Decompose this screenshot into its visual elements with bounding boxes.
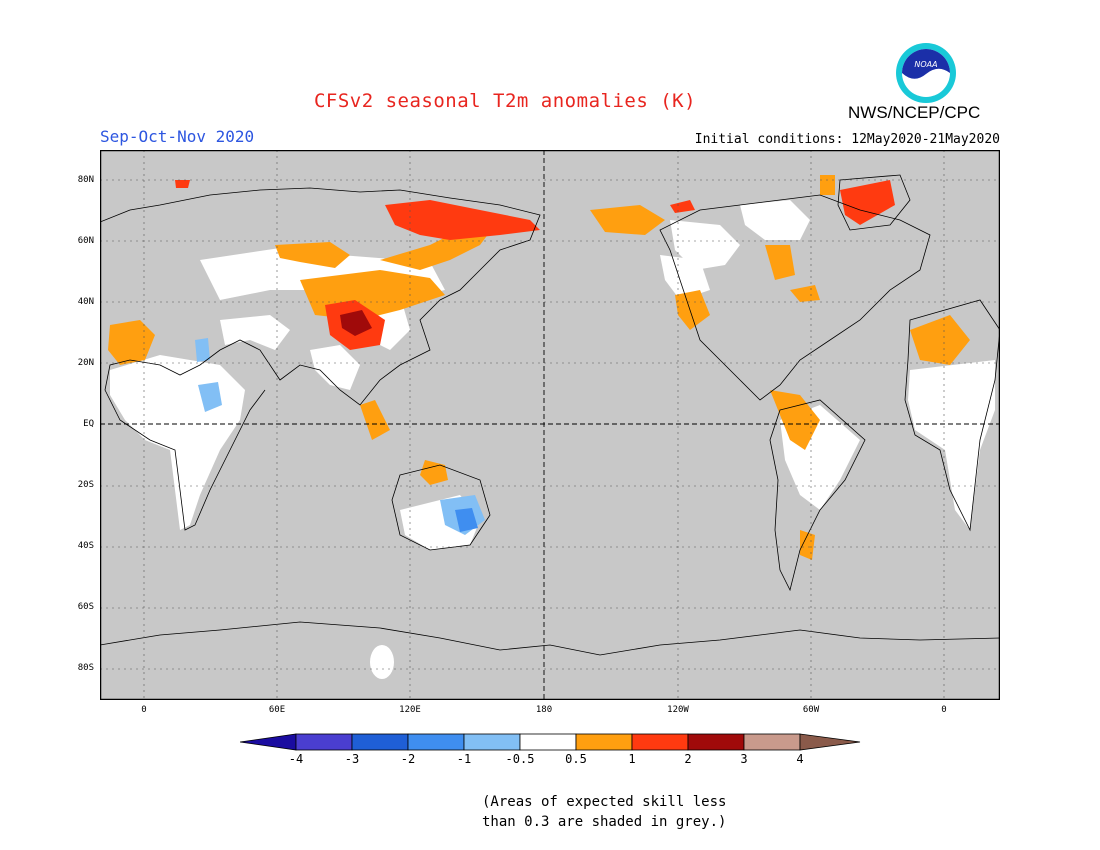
- colorbar: [240, 733, 861, 751]
- very-strong-warm-areas: [340, 310, 372, 336]
- skill-note-line: than 0.3 are shaded in grey.): [482, 814, 727, 830]
- lat-label-40s: 40S: [77, 541, 94, 551]
- gridlines: [100, 150, 1000, 700]
- colorbar-arrow-low: [240, 733, 297, 751]
- lat-label-40n: 40N: [77, 297, 94, 307]
- ocean-mask: [100, 150, 1000, 700]
- colorbar-bin: [463, 733, 521, 751]
- noaa-logo: NOAA: [896, 43, 956, 103]
- lon-label-0: 0: [141, 705, 147, 715]
- skill-note: (Areas of expected skill less than 0.3 a…: [482, 792, 726, 832]
- lon-label-60e: 60E: [268, 705, 286, 715]
- lat-label-80n: 80N: [77, 175, 94, 185]
- colorbar-bin: [687, 733, 745, 751]
- lat-label-20n: 20N: [77, 358, 94, 368]
- strong-warm-anomaly-areas: [175, 180, 895, 350]
- colorbar-bin: [351, 733, 409, 751]
- lat-label-20s: 20S: [77, 480, 94, 490]
- season-label: Sep-Oct-Nov 2020: [100, 127, 255, 146]
- lat-label-60s: 60S: [77, 602, 94, 612]
- colorbar-label: 3: [740, 752, 748, 766]
- lon-label-120w: 120W: [667, 705, 689, 715]
- colorbar-label: -2: [400, 752, 416, 766]
- colorbar-label: 2: [684, 752, 692, 766]
- colorbar-bin: [743, 733, 801, 751]
- lon-label-120e: 120E: [399, 705, 421, 715]
- colorbar-label: 4: [796, 752, 804, 766]
- initial-conditions-label: Initial conditions: 12May2020-21May2020: [694, 132, 1000, 147]
- map-title: CFSv2 seasonal T2m anomalies (K): [313, 90, 697, 112]
- lat-label-60n: 60N: [77, 236, 94, 246]
- colorbar-bin: [631, 733, 689, 751]
- organization-label: NWS/NCEP/CPC: [848, 103, 981, 122]
- lon-label-60w: 60W: [802, 705, 820, 715]
- colorbar-bin: [295, 733, 353, 751]
- colorbar-label: -1: [456, 752, 472, 766]
- svg-text:NOAA: NOAA: [914, 60, 937, 69]
- colorbar-label: 1: [628, 752, 636, 766]
- colorbar-bin: [519, 733, 577, 751]
- lon-label-0-east: 0: [941, 705, 947, 715]
- colorbar-bin: [407, 733, 465, 751]
- colorbar-arrow-high: [799, 733, 861, 751]
- colorbar-label: -3: [344, 752, 360, 766]
- anomaly-map: [100, 150, 1000, 700]
- lat-label-eq: EQ: [83, 419, 94, 429]
- coastlines: [100, 174, 1000, 656]
- skill-note-line: (Areas of expected skill less: [482, 794, 727, 810]
- colorbar-label: 0.5: [565, 752, 587, 766]
- colorbar-bin: [575, 733, 633, 751]
- lon-label-180: 180: [535, 705, 553, 715]
- colorbar-label: -0.5: [505, 752, 535, 766]
- colorbar-label: -4: [288, 752, 304, 766]
- lat-label-80s: 80S: [77, 663, 94, 673]
